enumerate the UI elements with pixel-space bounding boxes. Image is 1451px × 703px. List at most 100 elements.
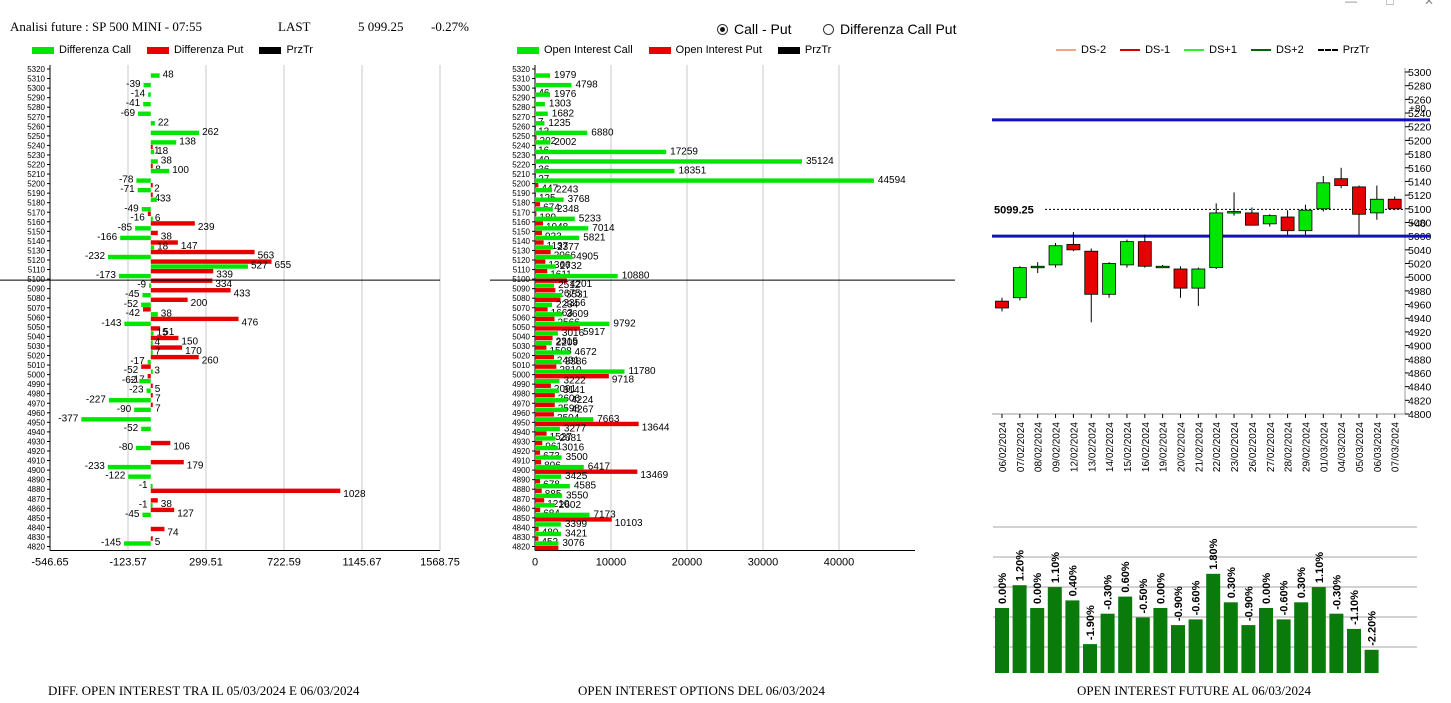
- oi-put-bar: [535, 326, 580, 331]
- call-diff-label: -377: [58, 413, 78, 424]
- date-label: 08/02/2024: [1034, 422, 1045, 472]
- oi-put-bar: [535, 173, 536, 178]
- strike-label: 4970: [512, 399, 530, 408]
- call-diff-bar: [81, 417, 151, 422]
- candle-down: [1173, 268, 1188, 289]
- change-label: 0.40%: [1067, 565, 1079, 596]
- y-tick-label: 5140: [1408, 176, 1432, 188]
- oi-call-label: 2732: [560, 261, 583, 272]
- oi-put-label: 1527: [550, 432, 573, 443]
- candle-up: [1316, 182, 1331, 210]
- oi-call-bar: [535, 273, 618, 279]
- change-label: -1.90%: [1085, 605, 1097, 640]
- oi-put-bar: [535, 183, 539, 188]
- call-diff-bar: [150, 340, 153, 346]
- change-value: -0.27%: [431, 19, 469, 34]
- future-change-bar-chart: 0.00% 1.20% 0.00% 1.10% 0.40% -1.90% -0.30% 0.6…: [993, 526, 1417, 673]
- strike-label: 5240: [512, 141, 530, 150]
- oi-put-bar: [535, 545, 559, 551]
- oi-call-bar: [535, 73, 551, 78]
- legend-item-ds-minus2: DS-2: [1056, 44, 1106, 56]
- oi-call-label: 5233: [579, 213, 602, 224]
- y-tick-label: 5280: [1408, 81, 1432, 93]
- close-button[interactable]: ✕: [1423, 0, 1435, 8]
- put-diff-bar: [150, 249, 255, 255]
- oi-call-bar: [535, 417, 594, 422]
- legend-item-ds-plus2: DS+2: [1250, 44, 1304, 56]
- change-bar: [995, 608, 1009, 673]
- call-diff-label: -143: [101, 318, 121, 329]
- oi-put-bar: [535, 431, 547, 436]
- oi-call-label: 3016: [562, 328, 585, 339]
- put-diff-bar: [150, 278, 213, 283]
- call-diff-bar: [139, 378, 151, 384]
- y-tick-label: 5100: [1408, 204, 1432, 216]
- radio-diff-call-put[interactable]: Differenza Call Put: [823, 21, 956, 37]
- candle-up: [1209, 212, 1224, 269]
- y-tick-label: 5160: [1408, 163, 1432, 175]
- oi-put-bar: [535, 154, 536, 159]
- oi-call-label: 3609: [566, 309, 589, 320]
- oi-put-bar: [535, 517, 612, 522]
- date-label: 26/02/2024: [1248, 422, 1259, 472]
- oi-put-bar: [535, 469, 638, 474]
- put-diff-bar: [150, 192, 153, 197]
- oi-call-label: 18351: [678, 166, 706, 177]
- call-diff-label: 48: [163, 70, 175, 81]
- put-diff-label: 1: [154, 145, 160, 156]
- oi-put-bar: [535, 87, 536, 92]
- y-tick-label: 5300: [1408, 67, 1432, 79]
- strike-label: 4990: [512, 380, 530, 389]
- date-label: 06/03/2024: [1373, 422, 1384, 472]
- date-label: 06/02/2024: [998, 422, 1009, 472]
- oi-put-bar: [535, 354, 554, 360]
- change-bar: [1259, 608, 1273, 673]
- strike-label: 5280: [27, 103, 45, 112]
- legend-right: DS-2 DS-1 DS+1 DS+2 PrzTr: [1056, 44, 1369, 56]
- radio-selected-icon: [717, 23, 728, 35]
- caption-mid: OPEN INTEREST OPTIONS DEL 06/03/2024: [578, 683, 825, 698]
- legend-item-oi-prz: PrzTr: [777, 44, 831, 56]
- strike-label: 5040: [512, 332, 530, 341]
- date-label: 07/03/2024: [1391, 422, 1402, 472]
- put-diff-bar: [150, 316, 239, 322]
- oi-call-label: 2377: [557, 242, 580, 253]
- candle-up: [1012, 267, 1027, 299]
- candle-up: [1262, 215, 1277, 225]
- legend-mid: Open Interest Call Open Interest Put Prz…: [517, 44, 831, 56]
- x-tick-label: 0: [532, 557, 538, 569]
- change-bar: [1012, 585, 1027, 673]
- radio-call-put[interactable]: Call - Put: [717, 21, 792, 37]
- oi-call-label: 4224: [571, 395, 594, 406]
- call-diff-label: 262: [202, 127, 219, 138]
- oi-put-label: 2675: [558, 289, 581, 300]
- call-diff-label: 18: [157, 146, 169, 157]
- oi-put-label: 10103: [615, 518, 643, 529]
- change-bar: [1347, 628, 1361, 673]
- oi-put-bar: [535, 440, 543, 446]
- call-diff-label: -71: [120, 184, 135, 195]
- put-diff-label: 106: [173, 441, 190, 452]
- call-diff-label: 6: [155, 213, 161, 224]
- minimize-button[interactable]: —: [1345, 0, 1357, 8]
- put-diff-label: 38: [161, 231, 173, 242]
- call-diff-bar: [137, 187, 151, 193]
- legend-item-ds-minus1: DS-1: [1120, 44, 1170, 56]
- oi-put-bar: [535, 421, 639, 427]
- put-diff-bar: [150, 488, 341, 493]
- x-tick-label: 30000: [748, 557, 779, 569]
- change-label: 0.00%: [1032, 573, 1044, 604]
- strike-label: 4820: [27, 543, 45, 552]
- oi-call-label: 3768: [568, 194, 591, 205]
- change-label: 1.10%: [1050, 552, 1062, 583]
- call-diff-bar: [150, 168, 170, 174]
- put-diff-label: 74: [167, 527, 179, 538]
- maximize-button[interactable]: □: [1386, 0, 1394, 8]
- candle-up: [1048, 245, 1063, 266]
- oi-put-bar: [535, 307, 548, 312]
- oi-call-bar: [535, 302, 552, 307]
- strike-label: 4870: [512, 495, 530, 504]
- call-diff-bar: [108, 254, 151, 260]
- oi-call-label: 3425: [565, 471, 588, 482]
- put-diff-bar: [150, 507, 175, 513]
